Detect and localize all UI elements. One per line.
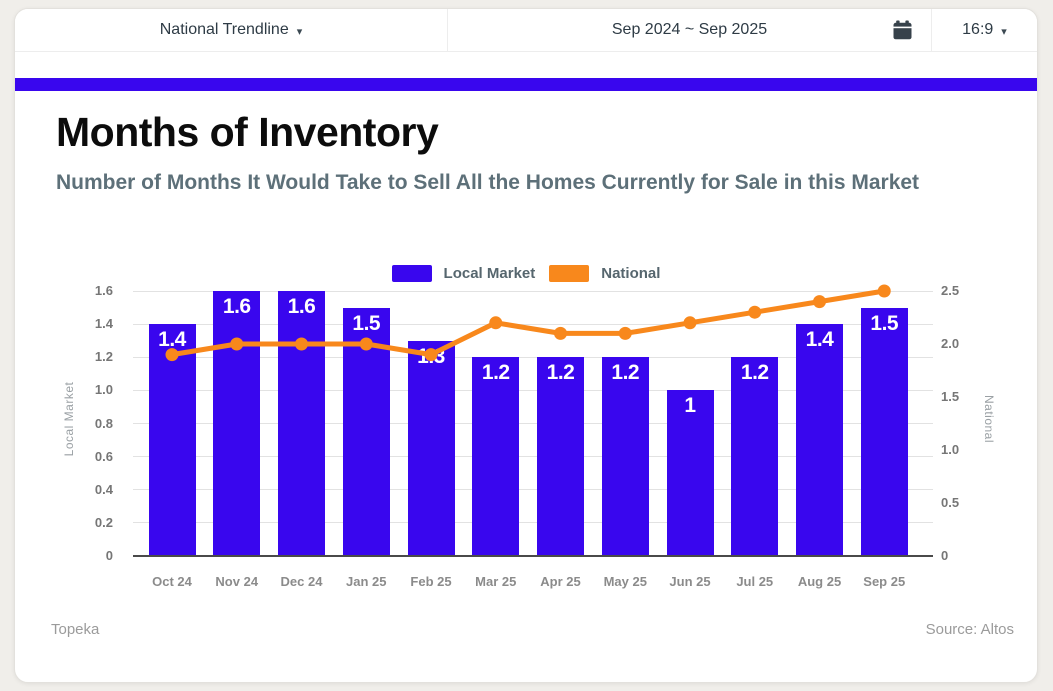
bar: 1.2 (731, 357, 779, 556)
x-axis-label: Jun 25 (669, 574, 711, 589)
bar-value-label: 1.4 (805, 328, 834, 352)
bar-value-label: 1.2 (740, 361, 769, 385)
bar-value-label: 1.2 (546, 361, 575, 385)
trendline-dropdown[interactable]: National Trendline ▾ (15, 9, 448, 51)
x-axis-line (133, 555, 933, 557)
right-axis-title: National (982, 394, 996, 444)
trendline-point (683, 316, 697, 330)
date-range-label: Sep 2024 ~ Sep 2025 (611, 21, 768, 38)
accent-banner (15, 78, 1037, 91)
right-axis-tick: 1.5 (941, 389, 960, 404)
x-axis-label: May 25 (603, 574, 647, 589)
x-axis-label: Jan 25 (346, 574, 387, 589)
bar-value-label: 1.4 (158, 328, 186, 352)
market-name: Topeka (51, 621, 100, 638)
right-axis-tick: 0 (941, 548, 949, 563)
bar: 1.2 (537, 357, 584, 556)
bar-value-label: 1.2 (481, 361, 510, 385)
aspect-ratio-label: 16:9 (962, 21, 994, 38)
bar-value-label: 1.2 (611, 361, 640, 385)
gridline (133, 389, 933, 391)
bar-value-label: 1.6 (287, 295, 316, 318)
bar: 1.5 (342, 307, 390, 556)
gridline (133, 290, 933, 292)
x-axis-label: Feb 25 (410, 574, 452, 589)
bar: 1 (666, 390, 714, 556)
legend-item: National (549, 265, 660, 282)
chart-card: National Trendline ▾ Sep 2024 ~ Sep 2025… (14, 8, 1038, 683)
x-axis-label: Apr 25 (540, 574, 581, 589)
x-axis-label: Aug 25 (797, 574, 842, 589)
bar: 1.4 (796, 324, 843, 556)
aspect-ratio-dropdown[interactable]: 16:9 ▾ (932, 9, 1037, 51)
gridline (133, 522, 933, 524)
legend-label: National (601, 265, 661, 282)
chevron-down-icon: ▾ (1001, 25, 1007, 38)
page-subtitle: Number of Months It Would Take to Sell A… (56, 171, 920, 194)
right-axis-tick: 2.0 (941, 336, 960, 351)
trendline-point (489, 316, 503, 330)
x-axis-label: Oct 24 (152, 574, 192, 589)
trendline-point (554, 326, 567, 340)
trendline-point (230, 337, 244, 351)
left-axis-tick: 0.4 (94, 481, 113, 497)
trendline-point (359, 337, 373, 351)
trendline-point (165, 348, 179, 362)
right-axis-tick: 2.5 (941, 283, 960, 298)
x-axis-label: Dec 24 (280, 574, 323, 589)
left-axis-tick: 0.8 (94, 415, 113, 431)
chart-legend: Local Market National (15, 265, 1037, 282)
bar: 1.2 (472, 357, 520, 556)
left-axis-tick: 0.2 (94, 514, 113, 530)
bar: 1.3 (407, 340, 455, 556)
bar-value-label: 1.5 (870, 311, 899, 335)
trendline-point (618, 326, 632, 340)
trendline-point (813, 295, 826, 309)
page-title: Months of Inventory (56, 109, 439, 155)
trendline-point (877, 284, 891, 298)
trendline-point (424, 348, 438, 362)
trendline-point (295, 337, 308, 351)
legend-swatch-national (549, 265, 590, 282)
x-axis-label: Mar 25 (475, 574, 517, 589)
right-axis-tick: 0.5 (941, 495, 960, 510)
x-axis-label: Jul 25 (736, 574, 774, 589)
gridline (133, 423, 933, 424)
legend-swatch-local-market (391, 265, 432, 282)
right-axis-tick: 1.0 (941, 442, 960, 457)
legend-label: Local Market (443, 265, 536, 282)
bar: 1.6 (213, 291, 261, 556)
trendline-point (748, 305, 762, 319)
left-axis-tick: 1.4 (94, 316, 113, 332)
calendar-icon[interactable] (891, 19, 913, 41)
gridline (133, 489, 933, 491)
chevron-down-icon: ▾ (296, 25, 303, 38)
bar: 1.5 (860, 307, 908, 556)
left-axis-title: Local Market (62, 381, 76, 457)
bar-value-label: 1.6 (222, 295, 251, 318)
left-axis-tick: 1.2 (94, 349, 113, 365)
gridline (133, 456, 933, 458)
trendline-dropdown-label: National Trendline (159, 21, 289, 38)
toolbar: National Trendline ▾ Sep 2024 ~ Sep 2025… (15, 9, 1037, 52)
gridline (133, 356, 933, 358)
source-attribution: Source: Altos (925, 621, 1014, 638)
x-axis-label: Nov 24 (215, 574, 259, 589)
trendline-path (169, 288, 887, 358)
bar-value-label: 1.3 (417, 344, 445, 368)
bar-value-label: 1.5 (352, 311, 381, 335)
legend-item: Local Market (391, 265, 536, 282)
left-axis-tick: 0.6 (94, 448, 113, 464)
bar: 1.2 (601, 357, 649, 556)
bar: 1.6 (278, 291, 325, 556)
left-axis-tick: 1.0 (94, 382, 113, 398)
national-trendline (165, 284, 891, 362)
left-axis-tick: 1.6 (94, 283, 113, 298)
date-range-section: Sep 2024 ~ Sep 2025 (448, 9, 932, 51)
bar: 1.4 (148, 324, 196, 556)
bar-value-label: 1 (684, 394, 696, 418)
gridline (133, 323, 933, 325)
x-axis-label: Sep 25 (863, 574, 906, 589)
left-axis-tick: 0 (105, 548, 113, 563)
